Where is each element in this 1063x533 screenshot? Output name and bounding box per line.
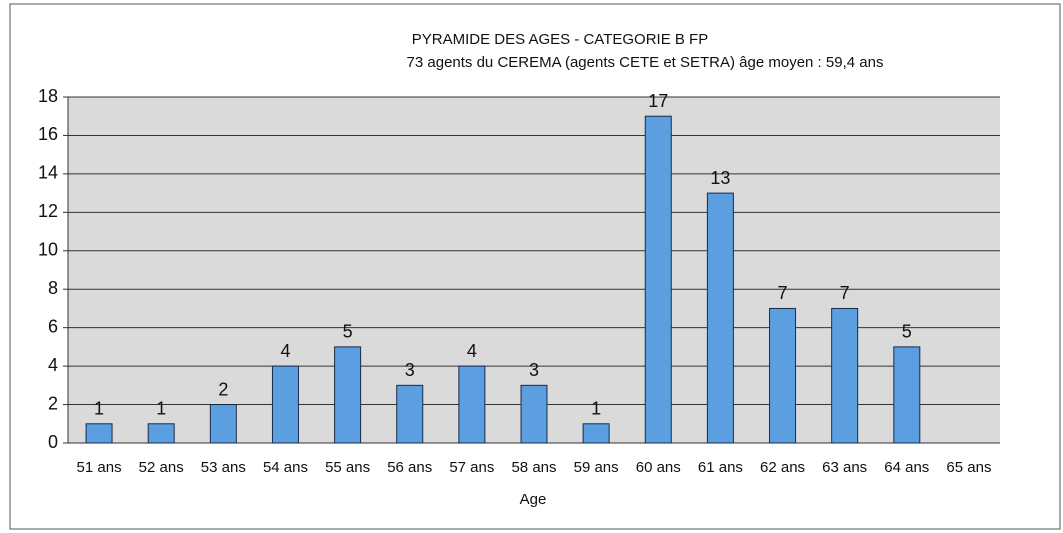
y-tick-label: 14 <box>38 163 58 183</box>
bar <box>893 346 921 444</box>
bar <box>458 365 486 444</box>
bar <box>334 346 362 444</box>
data-label: 1 <box>591 399 601 419</box>
x-axis-label: Age <box>520 491 547 508</box>
y-tick-label: 12 <box>38 201 58 221</box>
data-label: 1 <box>94 399 104 419</box>
data-label: 4 <box>280 341 290 361</box>
data-label: 5 <box>343 322 353 342</box>
bar <box>209 404 237 444</box>
data-label: 1 <box>156 399 166 419</box>
data-label: 3 <box>405 360 415 380</box>
y-tick-label: 16 <box>38 124 58 144</box>
bar <box>644 115 672 444</box>
x-tick-label: 57 ans <box>449 459 494 476</box>
bar <box>396 384 424 444</box>
x-tick-label: 62 ans <box>760 459 805 476</box>
x-tick-label: 65 ans <box>946 459 991 476</box>
x-tick-label: 63 ans <box>822 459 867 476</box>
bar <box>85 423 113 444</box>
data-label: 7 <box>840 283 850 303</box>
bar <box>831 307 859 444</box>
x-tick-label: 59 ans <box>574 459 619 476</box>
bar <box>582 423 610 444</box>
x-tick-label: 56 ans <box>387 459 432 476</box>
y-tick-label: 6 <box>48 316 58 336</box>
data-label: 3 <box>529 360 539 380</box>
x-tick-label: 52 ans <box>139 459 184 476</box>
y-tick-label: 8 <box>48 278 58 298</box>
y-tick-label: 2 <box>48 393 58 413</box>
data-label: 2 <box>218 379 228 399</box>
data-label: 13 <box>710 168 730 188</box>
data-label: 4 <box>467 341 477 361</box>
x-tick-label: 53 ans <box>201 459 246 476</box>
bar <box>147 423 175 444</box>
chart-subtitle: 73 agents du CEREMA (agents CETE et SETR… <box>407 54 884 71</box>
data-label: 7 <box>778 283 788 303</box>
x-tick-label: 60 ans <box>636 459 681 476</box>
x-tick-label: 55 ans <box>325 459 370 476</box>
bar <box>271 365 299 444</box>
x-tick-label: 64 ans <box>884 459 929 476</box>
data-label: 5 <box>902 322 912 342</box>
data-label: 17 <box>648 91 668 111</box>
bar <box>769 307 797 444</box>
y-tick-label: 0 <box>48 432 58 452</box>
y-tick-label: 18 <box>38 86 58 106</box>
y-tick-label: 10 <box>38 240 58 260</box>
bar <box>520 384 548 444</box>
x-tick-label: 61 ans <box>698 459 743 476</box>
y-tick-label: 4 <box>48 355 58 375</box>
bar <box>706 192 734 444</box>
x-tick-label: 54 ans <box>263 459 308 476</box>
x-tick-label: 51 ans <box>77 459 122 476</box>
chart-title: PYRAMIDE DES AGES - CATEGORIE B FP <box>412 31 708 48</box>
x-tick-label: 58 ans <box>511 459 556 476</box>
